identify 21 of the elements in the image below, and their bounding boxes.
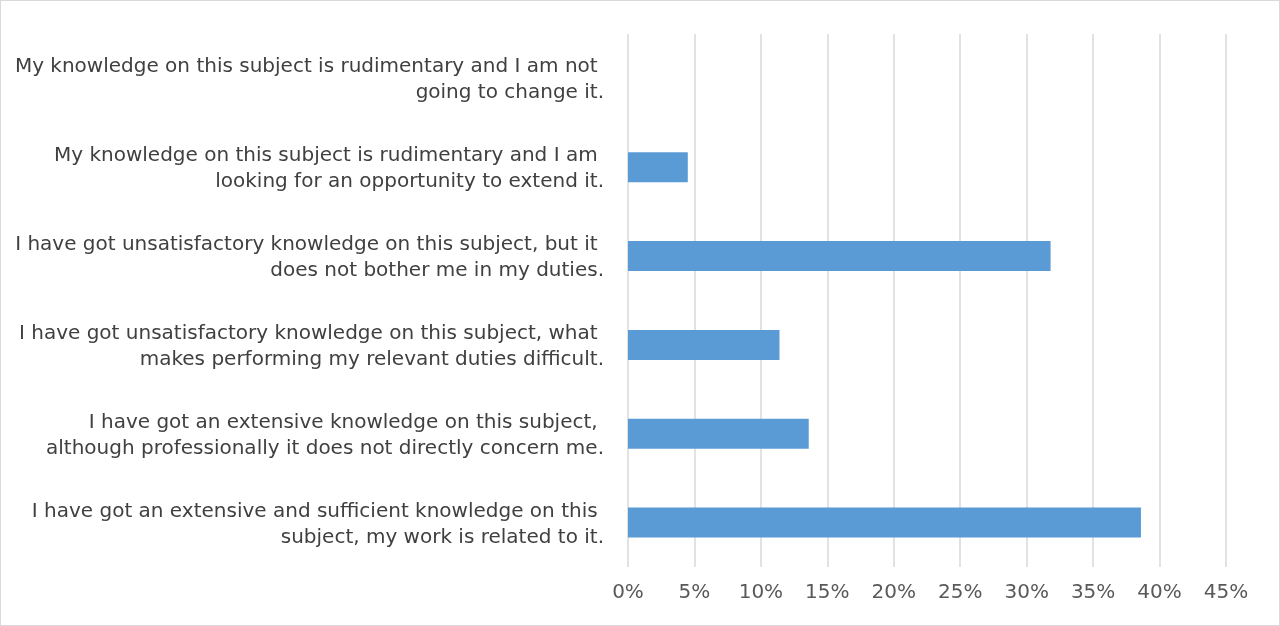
x-tick-label: 35% xyxy=(1070,579,1116,603)
x-tick-label: 45% xyxy=(1203,579,1249,603)
x-tick-label: 5% xyxy=(678,579,711,603)
x-tick-label: 20% xyxy=(871,579,916,603)
x-tick-label: 15% xyxy=(805,579,850,603)
y-tick-label: I have got unsatisfactory knowledge on this subject, what makes performing my relevant duties difficult. xyxy=(18,319,604,370)
x-tick-label: 40% xyxy=(1137,579,1182,603)
x-tick-label: 0% xyxy=(612,579,644,603)
x-tick-label: 30% xyxy=(1004,579,1049,603)
y-tick-label: My knowledge on this subject is rudimentary and I am not going to change it. xyxy=(14,53,604,104)
y-tick-label: I have got an extensive and sufficient knowledge on this subject, my work is related to it. xyxy=(31,497,604,548)
bar xyxy=(628,152,688,183)
y-tick-label: I have got an extensive knowledge on this subject, although professionally it does not directly concern me. xyxy=(46,408,604,459)
bar xyxy=(628,418,809,449)
y-tick-label: I have got unsatisfactory knowledge on this subject, but it does not bother me in my duties. xyxy=(15,231,604,282)
bar xyxy=(628,507,1141,538)
bar xyxy=(628,329,780,360)
x-tick-label: 10% xyxy=(738,579,784,603)
y-tick-label: My knowledge on this subject is rudimentary and I am looking for an opportunity to extend it. xyxy=(54,142,604,193)
x-tick-label: 25% xyxy=(938,579,983,603)
bar xyxy=(628,241,1051,272)
